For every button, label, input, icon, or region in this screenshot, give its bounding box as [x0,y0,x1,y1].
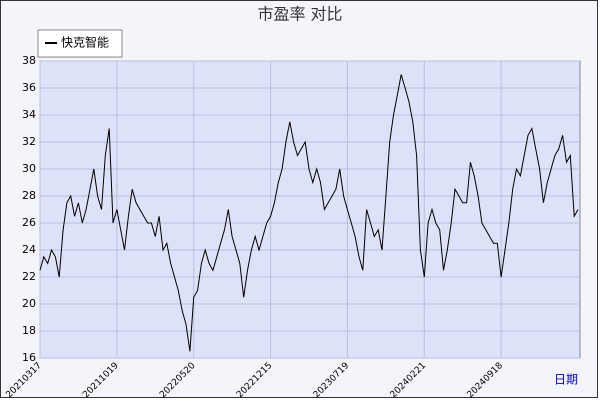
y-tick-label: 28 [22,189,36,202]
plot-area [39,60,581,359]
y-tick-label: 22 [22,270,36,283]
x-axis-label: 日期 [554,373,578,387]
y-tick-label: 16 [22,351,36,364]
y-tick-label: 32 [22,135,36,148]
y-tick-label: 26 [22,216,36,229]
y-tick-label: 34 [22,108,36,121]
y-tick-label: 36 [22,81,36,94]
data-line [39,74,579,352]
y-tick-label: 18 [22,324,36,337]
y-tick-label: 30 [22,162,36,175]
y-tick-label: 38 [22,54,36,67]
chart-title: 市盈率 对比 [257,5,342,24]
y-tick-label: 24 [22,243,36,256]
legend-label: 快克智能 [61,35,109,50]
y-tick-label: 20 [22,297,36,310]
